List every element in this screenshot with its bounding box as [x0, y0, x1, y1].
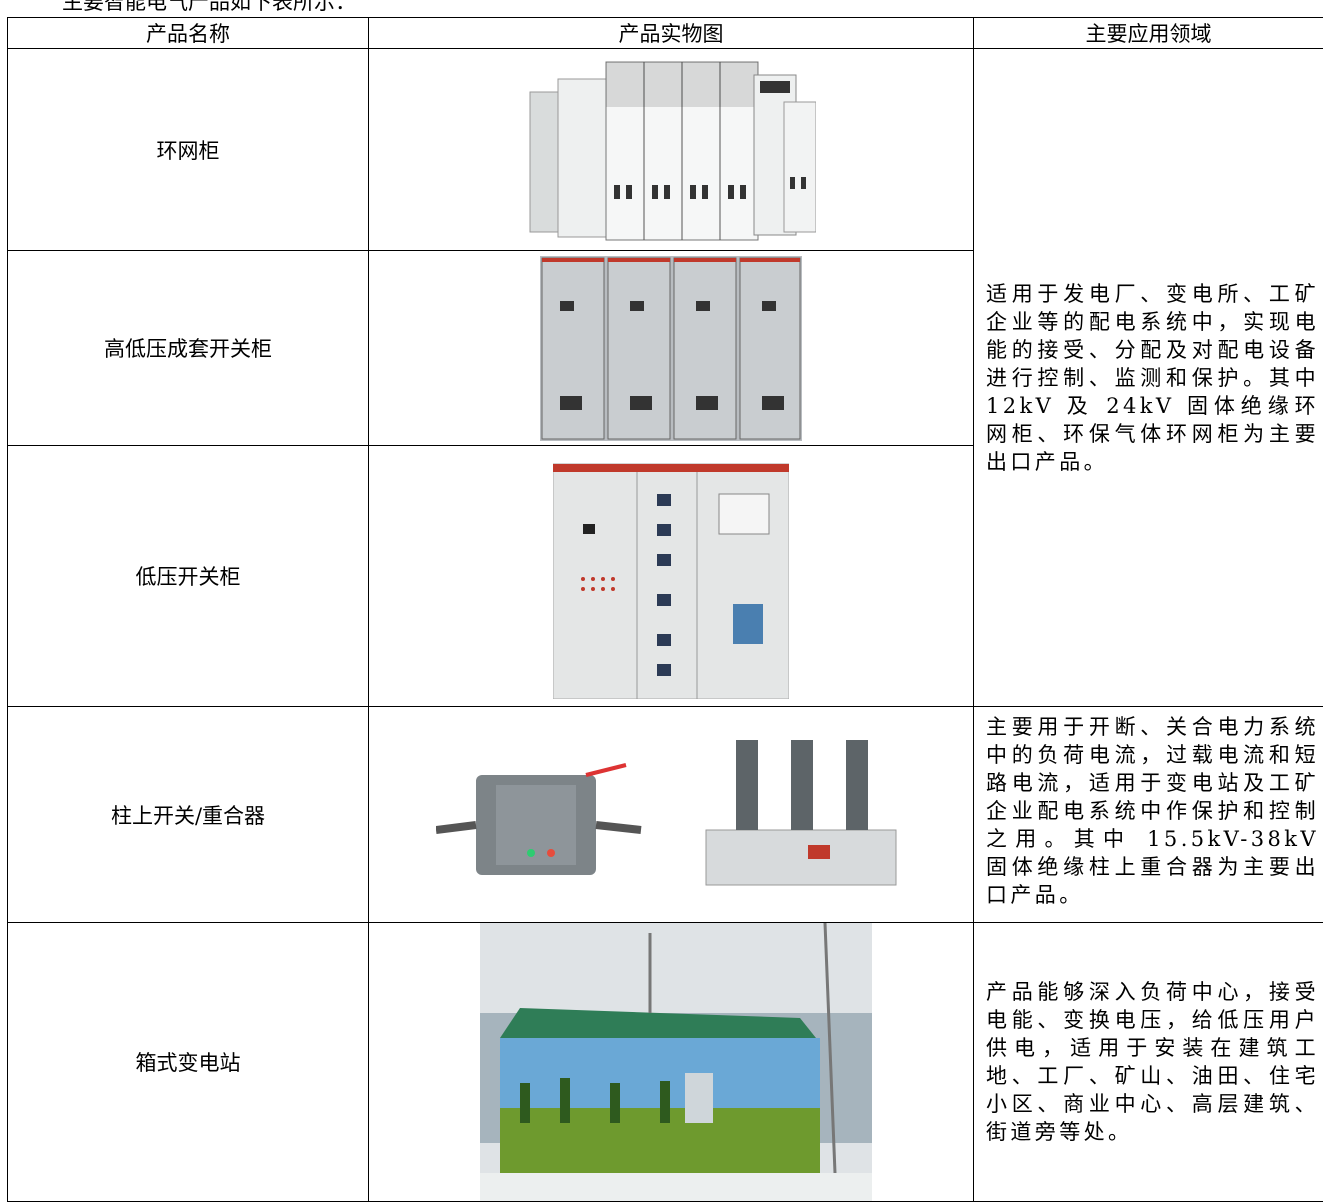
image-cell: [369, 923, 974, 1202]
image-cell: [369, 251, 974, 446]
recloser-image: [436, 735, 906, 895]
row: 柱上开关/重合器 主要用于开断、关合电力系统中的负荷电流，过载电流和短路电流，适…: [8, 707, 1323, 923]
image-cell: [369, 49, 974, 251]
product-name: 环网柜: [8, 49, 369, 251]
image-cell: [369, 446, 974, 707]
header-cell: 主要应用领域: [974, 18, 1323, 49]
intro-text: 主要智能电气产品如下表所示：: [62, 0, 356, 16]
image-cell: [369, 707, 974, 923]
row: 箱式变电站 产品能够深入负荷中心，接受电能、变换电压，给低压用户供电，适用于安装…: [8, 923, 1323, 1202]
box-substation-image: [480, 923, 872, 1201]
header-cell: 产品名称: [8, 18, 369, 49]
application-text: 产品能够深入负荷中心，接受电能、变换电压，给低压用户供电，适用于安装在建筑工地、…: [974, 923, 1323, 1202]
product-name: 低压开关柜: [8, 446, 369, 707]
header-cell: 产品实物图: [369, 18, 974, 49]
switchgear-image: [540, 256, 802, 441]
header-row: 产品名称 产品实物图 主要应用领域: [8, 18, 1323, 49]
ring-main-unit-image: [526, 57, 816, 242]
product-name: 高低压成套开关柜: [8, 251, 369, 446]
application-text: 适用于发电厂、变电所、工矿企业等的配电系统中，实现电能的接受、分配及对配电设备进…: [974, 49, 1323, 707]
low-voltage-switchgear-image: [553, 454, 789, 699]
product-name: 柱上开关/重合器: [8, 707, 369, 923]
product-name: 箱式变电站: [8, 923, 369, 1202]
row: 环网柜 适用于发电厂、变电所、工矿企业等的配电系统中，实现电能的接受、分配及对配…: [8, 49, 1323, 251]
application-text: 主要用于开断、关合电力系统中的负荷电流，过载电流和短路电流，适用于变电站及工矿企…: [974, 707, 1323, 923]
product-table: 产品名称 产品实物图 主要应用领域 环网柜 适用于发电厂、变电所、工矿企业等的配…: [7, 17, 1323, 1202]
